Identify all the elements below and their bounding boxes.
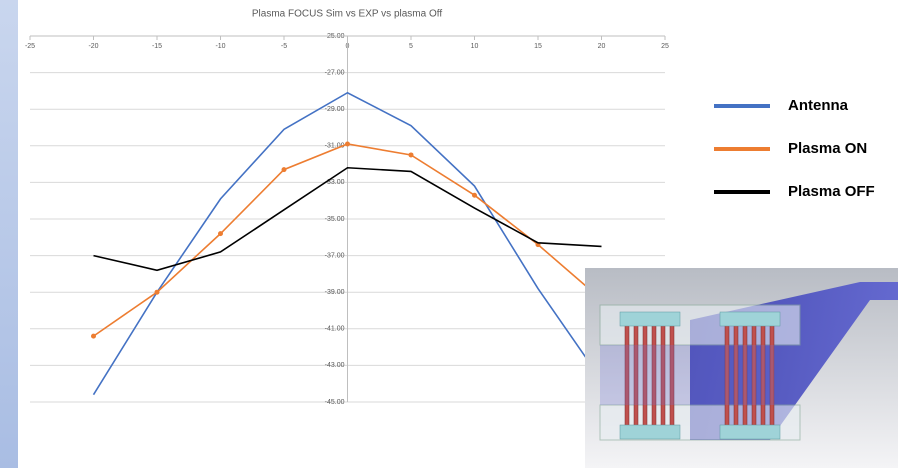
data-point xyxy=(155,290,160,295)
legend-label: Plasma ON xyxy=(788,140,867,157)
y-tick-label: -41.00 xyxy=(325,326,345,333)
slide: Plasma FOCUS Sim vs EXP vs plasma Off -2… xyxy=(0,0,898,468)
data-point xyxy=(282,167,287,172)
antenna-image xyxy=(585,268,898,468)
page: {"chart_data": { "type": "line", "title"… xyxy=(0,0,898,468)
y-tick-label: -27.00 xyxy=(325,69,345,76)
y-tick-label: -43.00 xyxy=(325,362,345,369)
data-point xyxy=(409,152,414,157)
y-tick-label: -29.00 xyxy=(325,106,345,113)
y-tick-label: -35.00 xyxy=(325,216,345,223)
y-tick-label: -39.00 xyxy=(325,289,345,296)
x-tick-label: -25 xyxy=(25,43,35,50)
y-tick-label: -37.00 xyxy=(325,252,345,259)
x-tick-label: -10 xyxy=(215,43,225,50)
x-tick-label: -20 xyxy=(88,43,98,50)
x-tick-label: 5 xyxy=(409,43,413,50)
x-tick-label: -15 xyxy=(152,43,162,50)
x-tick-label: -5 xyxy=(281,43,287,50)
x-tick-label: 25 xyxy=(661,43,669,50)
x-tick-label: 20 xyxy=(598,43,606,50)
legend-label: Antenna xyxy=(788,97,849,114)
data-point xyxy=(218,231,223,236)
x-tick-label: 15 xyxy=(534,43,542,50)
data-point xyxy=(345,141,350,146)
data-point xyxy=(472,193,477,198)
chart-title: Plasma FOCUS Sim vs EXP vs plasma Off xyxy=(252,9,442,20)
x-tick-label: 10 xyxy=(471,43,479,50)
legend-label: Plasma OFF xyxy=(788,183,875,200)
data-point xyxy=(91,334,96,339)
y-tick-label: -45.00 xyxy=(325,399,345,406)
